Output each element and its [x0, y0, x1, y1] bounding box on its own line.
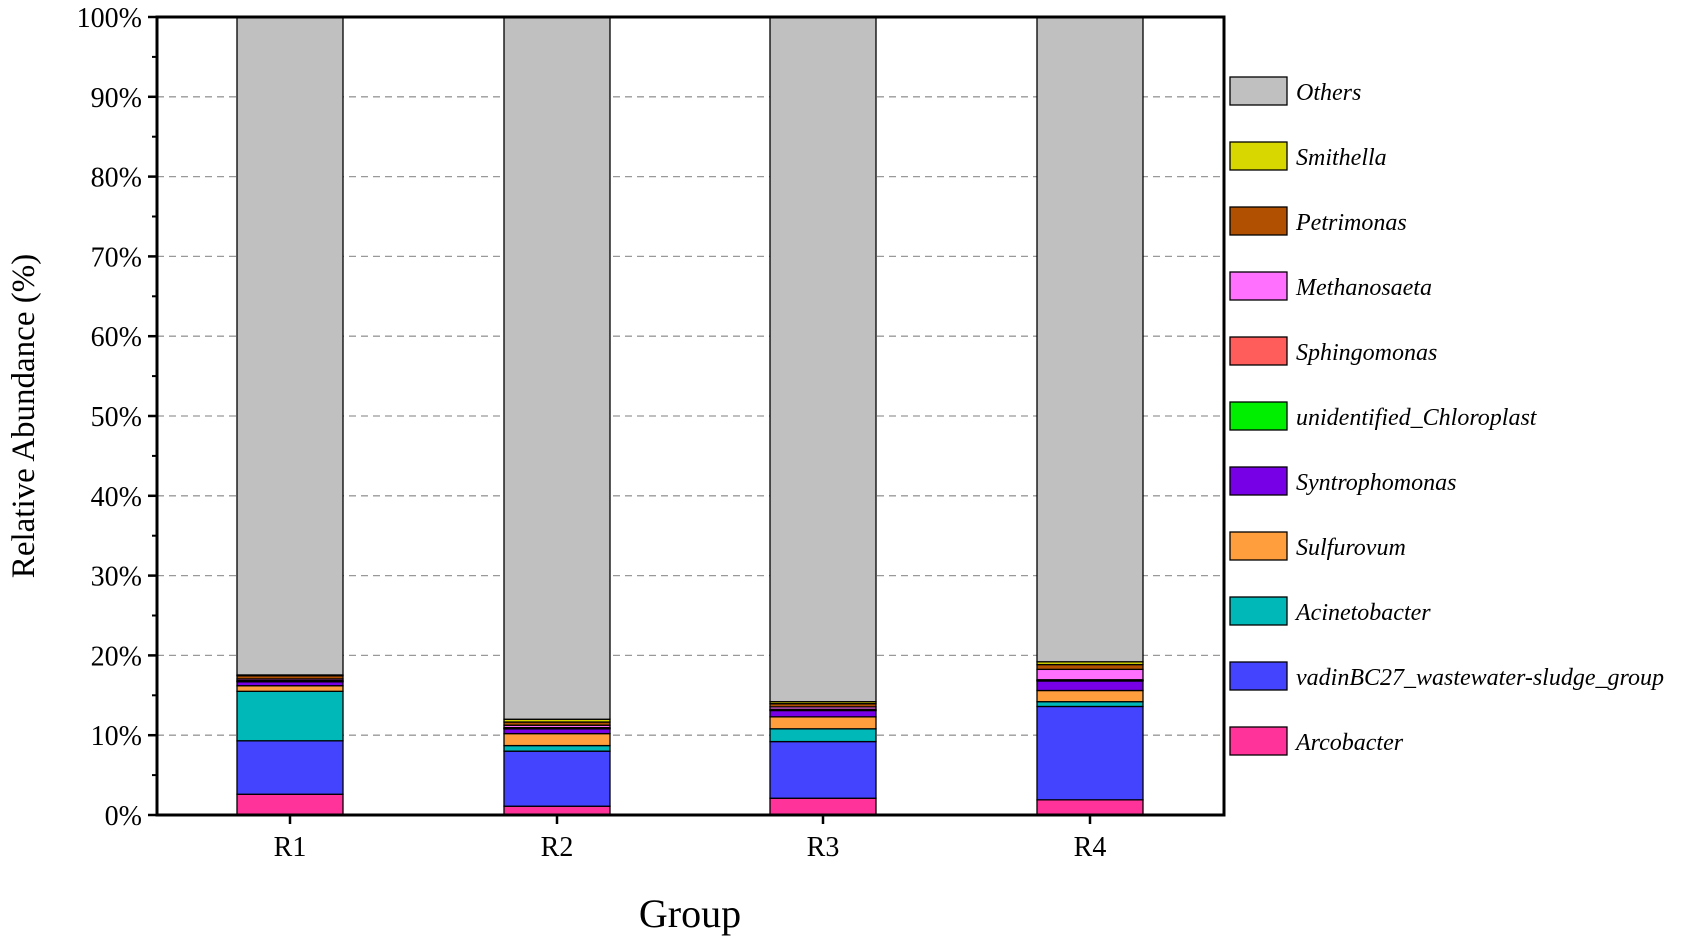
bar-segment-sulfurovum-r4	[1036, 689, 1144, 703]
bar-segment-arcobacter-r1	[236, 793, 344, 816]
bar-segment-arcobacter-r4	[1036, 799, 1144, 816]
y-tick-label: 20%	[91, 641, 142, 672]
x-tick-label: R2	[541, 832, 574, 863]
y-tick-label: 60%	[91, 322, 142, 353]
bar-segment-syntrophomonas-r3	[769, 709, 877, 718]
bar-segment-arcobacter-r3	[769, 797, 877, 816]
y-tick-label: 10%	[91, 721, 142, 752]
legend-swatch	[1229, 596, 1288, 626]
y-tick-label: 80%	[91, 163, 142, 194]
bar-segment-vadinbc27-wastewater-sludge-group-r4	[1036, 705, 1144, 801]
legend-swatch	[1229, 336, 1288, 366]
y-tick-label: 50%	[91, 402, 142, 433]
y-tick-label: 90%	[91, 83, 142, 114]
legend-swatch	[1229, 531, 1288, 561]
legend-swatch	[1229, 401, 1288, 431]
y-axis: 0% 10% 20% 30% 40% 50% 60% 70% 80% 90% 100%	[77, 3, 157, 832]
legend-swatch	[1229, 726, 1288, 756]
bar-segment-petrimonas-r4	[1036, 663, 1144, 671]
legend-swatch	[1229, 661, 1288, 691]
bar-segment-syntrophomonas-r4	[1036, 680, 1144, 692]
bar-segment-others-r4	[1036, 16, 1144, 663]
y-tick-label: 0%	[105, 801, 142, 832]
x-tick-label: R3	[807, 832, 840, 863]
bar-segment-sulfurovum-r2	[503, 732, 611, 747]
bar-segment-acinetobacter-r1	[236, 690, 344, 742]
legend-label: Acinetobacter	[1294, 600, 1431, 626]
legend-label: Sphingomonas	[1296, 340, 1437, 366]
x-axis: R1 R2 R3 R4	[274, 815, 1107, 863]
x-tick-label: R1	[274, 832, 307, 863]
legend-label: Sulfurovum	[1296, 535, 1406, 561]
bar-segment-sulfurovum-r3	[769, 716, 877, 730]
legend-swatch	[1229, 141, 1288, 171]
legend-label: Arcobacter	[1294, 730, 1404, 756]
bar-segment-others-r1	[236, 16, 344, 676]
bar-segment-vadinbc27-wastewater-sludge-group-r3	[769, 740, 877, 799]
bar-segment-others-r3	[769, 16, 877, 703]
x-axis-label: Group	[639, 891, 741, 936]
legend-swatch	[1229, 76, 1288, 106]
legend-label: vadinBC27_wastewater-sludge_group	[1296, 665, 1664, 691]
bar-segment-vadinbc27-wastewater-sludge-group-r2	[503, 750, 611, 807]
x-tick-label: R4	[1074, 832, 1107, 863]
bar-segment-methanosaeta-r4	[1036, 668, 1144, 681]
bar-segment-sulfurovum-r1	[236, 685, 344, 692]
bar-segment-others-r2	[503, 16, 611, 720]
y-tick-label: 100%	[77, 3, 142, 34]
y-tick-label: 70%	[91, 242, 142, 273]
legend-label: Petrimonas	[1295, 210, 1407, 236]
legend-label: Others	[1296, 80, 1361, 106]
y-tick-label: 30%	[91, 562, 142, 593]
legend-swatch	[1229, 271, 1288, 301]
legend-label: unidentified_Chloroplast	[1296, 405, 1538, 431]
bar-segment-vadinbc27-wastewater-sludge-group-r1	[236, 740, 344, 795]
y-axis-label: Relative Abundance (%)	[6, 254, 42, 578]
bar-segment-acinetobacter-r2	[503, 744, 611, 752]
bar-segment-acinetobacter-r3	[769, 728, 877, 743]
legend-label: Smithella	[1296, 145, 1387, 171]
legend-swatch	[1229, 206, 1288, 236]
y-tick-label: 40%	[91, 482, 142, 513]
legend-swatch	[1229, 466, 1288, 496]
bars	[236, 16, 1144, 816]
bar-segment-acinetobacter-r4	[1036, 701, 1144, 708]
legend-label: Methanosaeta	[1295, 275, 1432, 301]
legend-label: Syntrophomonas	[1296, 470, 1456, 496]
legend: Others Smithella Petrimonas Methanosaeta Sph…	[1229, 76, 1664, 756]
